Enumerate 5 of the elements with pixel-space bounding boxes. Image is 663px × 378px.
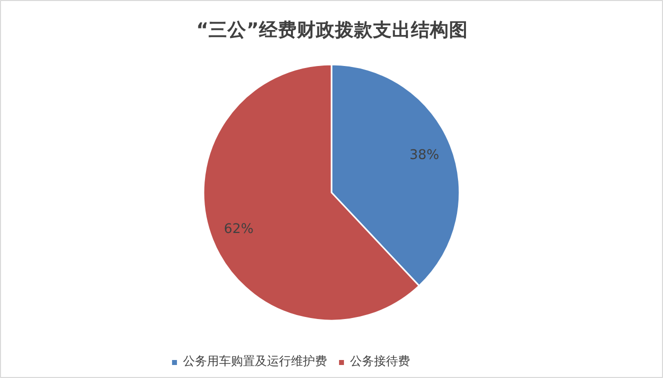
chart-title: “三公”经费财政拨款支出结构图 (196, 19, 468, 41)
legend-label: 公务用车购置及运行维护费 (183, 353, 327, 370)
data-label: 62% (224, 222, 254, 237)
data-label: 38% (410, 148, 440, 164)
legend-label: 公务接待费 (350, 353, 410, 370)
